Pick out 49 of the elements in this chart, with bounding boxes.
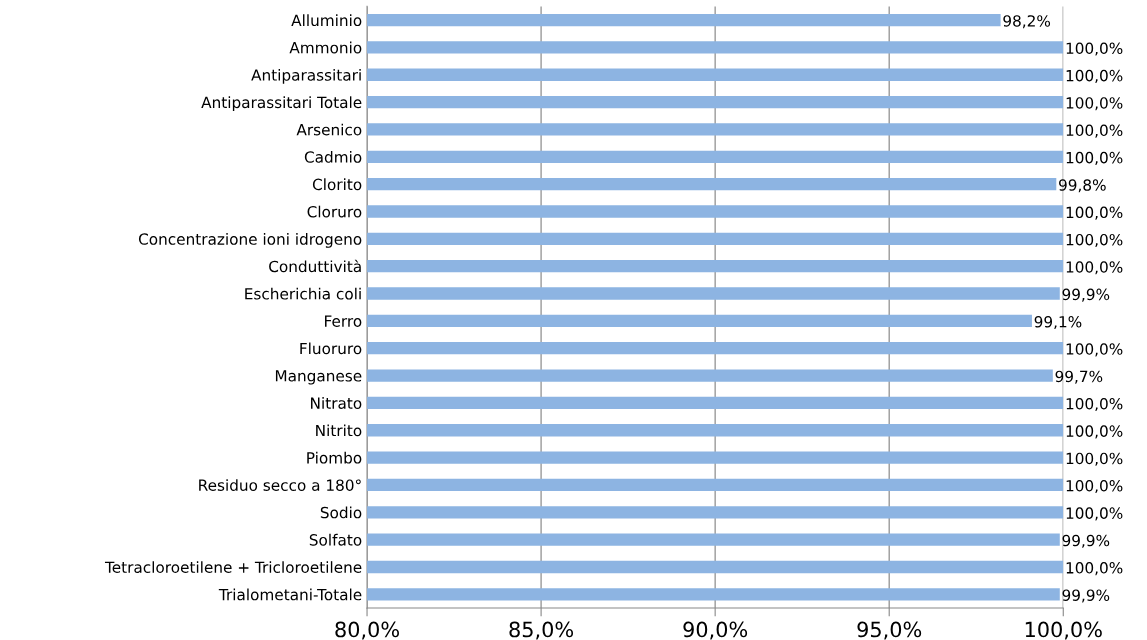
- y-tick-label: Antiparassitari: [251, 68, 361, 84]
- data-label: 99,7%: [1055, 370, 1103, 384]
- x-tick-label: 95,0%: [857, 621, 922, 640]
- y-tick-label: Cadmio: [304, 151, 362, 163]
- data-label: 100,0%: [1066, 261, 1123, 275]
- data-label: 99,8%: [1059, 179, 1106, 193]
- data-label: 100,0%: [1066, 452, 1123, 466]
- data-label: 100,0%: [1066, 42, 1123, 56]
- data-label: 100,0%: [1066, 151, 1123, 165]
- x-tick-label: 85,0%: [509, 621, 574, 640]
- data-label: 100,0%: [1066, 233, 1123, 248]
- y-tick-label: Cloruro: [307, 205, 362, 218]
- y-tick-label: Conduttività: [269, 259, 361, 273]
- data-label: 100,0%: [1066, 507, 1123, 521]
- x-tick-label: 80,0%: [335, 621, 399, 640]
- y-tick-label: Antiparassitari Totale: [201, 96, 362, 112]
- data-label: 100,0%: [1066, 206, 1123, 220]
- y-tick-label: Nitrato: [311, 397, 362, 409]
- y-tick-label: Clorito: [312, 178, 362, 191]
- data-label: 100,0%: [1066, 343, 1123, 357]
- data-label: 100,0%: [1066, 97, 1123, 111]
- y-tick-label: Alluminio: [291, 14, 362, 27]
- data-label: 100,0%: [1066, 397, 1123, 412]
- y-tick-label: Tetracloroetilene + Tricloroetilene: [104, 561, 362, 573]
- x-tick-label: 90,0%: [683, 621, 748, 640]
- data-label: 100,0%: [1066, 69, 1123, 83]
- data-label: 99,9%: [1062, 288, 1110, 302]
- data-label: 100,0%: [1066, 562, 1123, 576]
- x-tick-label: 100,0%: [1025, 621, 1102, 640]
- y-tick-label: Trialometani-Totale: [218, 588, 362, 601]
- data-label: 100,0%: [1066, 480, 1123, 494]
- y-tick-label: Manganese: [275, 370, 362, 385]
- y-tick-label: Concentrazione ioni idrogeno: [138, 233, 362, 248]
- data-label: 98,2%: [1003, 15, 1051, 29]
- y-tick-label: Ammonio: [289, 41, 362, 54]
- data-label: 99,9%: [1062, 534, 1110, 548]
- y-tick-label: Escherichia coli: [245, 287, 361, 300]
- data-label: 99,9%: [1062, 589, 1110, 603]
- y-tick-label: Nitrito: [316, 424, 362, 437]
- data-label: 100,0%: [1066, 124, 1123, 138]
- y-tick-label: Arsenico: [296, 123, 362, 136]
- data-label: 100,0%: [1066, 425, 1123, 439]
- y-tick-label: Residuo secco a 180°: [199, 479, 361, 491]
- y-tick-label: Solfato: [309, 533, 362, 546]
- data-label: 99,1%: [1034, 315, 1082, 330]
- y-tick-label: Sodio: [320, 506, 362, 519]
- y-tick-label: Piombo: [307, 451, 362, 464]
- y-tick-label: Ferro: [325, 315, 362, 327]
- y-tick-label: Fluoruro: [300, 342, 362, 355]
